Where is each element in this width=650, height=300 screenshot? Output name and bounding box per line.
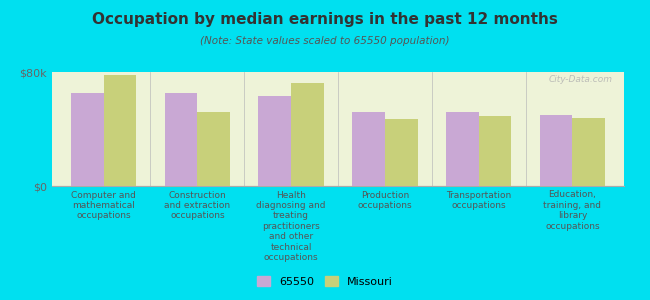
Text: Computer and
mathematical
occupations: Computer and mathematical occupations [71,190,136,220]
Bar [478,116,512,186]
Bar [71,93,103,186]
Bar [258,96,291,186]
Bar [291,83,324,186]
Text: City-Data.com: City-Data.com [549,75,612,84]
Text: Occupation by median earnings in the past 12 months: Occupation by median earnings in the pas… [92,12,558,27]
Text: Education,
training, and
library
occupations: Education, training, and library occupat… [543,190,601,231]
Bar [352,112,385,186]
Bar [573,118,605,186]
Text: Production
occupations: Production occupations [358,190,412,210]
Bar [540,115,573,186]
Text: Health
diagnosing and
treating
practitioners
and other
technical
occupations: Health diagnosing and treating practitio… [256,190,326,262]
Bar [164,93,198,186]
Bar [198,112,230,186]
Text: Construction
and extraction
occupations: Construction and extraction occupations [164,190,230,220]
Bar [385,119,418,186]
Text: (Note: State values scaled to 65550 population): (Note: State values scaled to 65550 popu… [200,36,450,46]
Legend: 65550, Missouri: 65550, Missouri [252,272,398,291]
Bar [103,75,136,186]
Text: Transportation
occupations: Transportation occupations [446,190,512,210]
Bar [446,112,478,186]
